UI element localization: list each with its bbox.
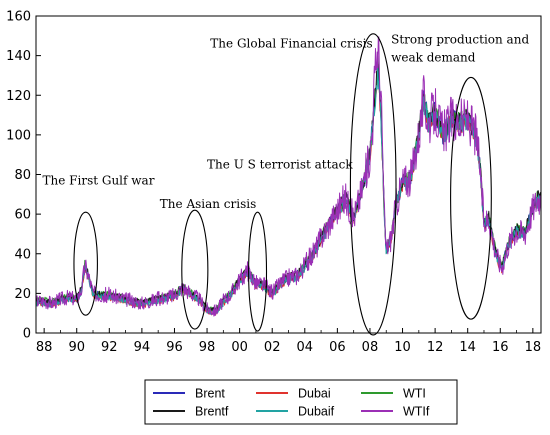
legend-label-brent: Brent xyxy=(195,387,225,401)
x-tick-label: 98 xyxy=(199,340,216,355)
axes: 0 20 40 60 80 100 120 140 160 88 90 92 94 96 98 00 02 04 0… xyxy=(6,10,542,355)
legend-box xyxy=(144,379,458,425)
x-tick-label: 08 xyxy=(362,340,379,355)
y-tick-label: 0 xyxy=(23,327,31,342)
series-line-wtif xyxy=(36,36,541,317)
x-tick-label: 12 xyxy=(427,340,444,355)
x-tick-label: 00 xyxy=(231,340,248,355)
x-tick-label: 92 xyxy=(101,340,118,355)
legend-label-brentf: Brentf xyxy=(195,405,229,419)
x-tick-label: 02 xyxy=(264,340,281,355)
highlight-ellipse-2 xyxy=(181,209,209,330)
legend-label-dubaif: Dubaif xyxy=(298,405,335,419)
x-tick-label: 88 xyxy=(36,340,53,355)
highlight-ellipses xyxy=(73,33,492,336)
highlight-ellipse-4 xyxy=(349,33,397,336)
y-tick-label: 40 xyxy=(14,247,31,262)
annotations: The First Gulf war The Asian crisis The U … xyxy=(43,33,530,211)
annotation-2: The Asian crisis xyxy=(160,197,256,211)
legend-label-wti: WTI xyxy=(403,387,426,401)
legend-label-dubai: Dubai xyxy=(298,387,331,401)
y-tick-label: 160 xyxy=(6,10,31,25)
y-tick-label: 120 xyxy=(6,89,31,104)
annotation-1: The First Gulf war xyxy=(43,173,155,187)
legend: Brent Dubai WTI Brentf Dubaif WTIf xyxy=(144,379,458,425)
y-tick-label: 60 xyxy=(14,208,31,223)
y-tick-label: 140 xyxy=(6,49,31,64)
highlight-ellipse-5 xyxy=(450,76,492,320)
x-tick-label: 96 xyxy=(166,340,183,355)
x-tick-label: 04 xyxy=(297,340,314,355)
x-tick-label: 90 xyxy=(68,340,85,355)
x-tick-label: 18 xyxy=(525,340,542,355)
highlight-ellipse-3 xyxy=(248,211,268,332)
x-tick-label: 16 xyxy=(492,340,509,355)
y-tick-label: 80 xyxy=(14,168,31,183)
annotation-3: The U S terrorist attack xyxy=(207,158,353,172)
annotation-5: Strong production and xyxy=(391,33,529,47)
x-tick-label: 06 xyxy=(329,340,346,355)
x-tick-label: 10 xyxy=(394,340,411,355)
annotation-4: The Global Financial crisis xyxy=(210,37,372,51)
y-tick-label: 100 xyxy=(6,128,31,143)
annotation-6: weak demand xyxy=(391,51,476,65)
x-tick-label: 94 xyxy=(134,340,151,355)
x-tick-label: 14 xyxy=(459,340,476,355)
highlight-ellipse-1 xyxy=(73,211,98,316)
legend-label-wtif: WTIf xyxy=(403,405,430,419)
y-tick-label: 20 xyxy=(14,287,31,302)
